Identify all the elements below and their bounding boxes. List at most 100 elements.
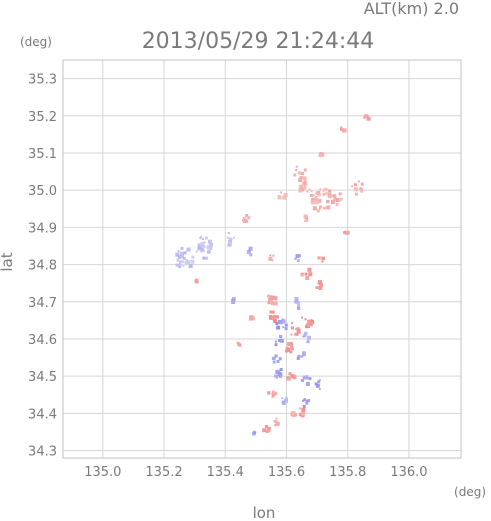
echo-cell: [306, 400, 309, 403]
echo-cell: [276, 325, 281, 330]
echo-cell: [195, 250, 198, 253]
echo-cell: [209, 242, 213, 247]
echo-cell: [271, 396, 274, 398]
echo-cell: [300, 411, 305, 416]
echo-cell: [315, 383, 320, 388]
echo-patch-37: [286, 372, 297, 381]
echo-cell: [314, 198, 318, 202]
echo-patch-0: [363, 114, 371, 121]
echo-cell: [200, 249, 203, 253]
echo-cell: [290, 333, 293, 336]
echo-cell: [290, 374, 295, 379]
echo-cell: [298, 178, 301, 181]
echo-cell: [276, 360, 280, 363]
echo-cell: [285, 347, 290, 352]
x-tick-label: 135.2: [145, 465, 182, 480]
echo-patch-47: [252, 430, 257, 436]
echo-cell: [330, 200, 335, 205]
echo-cell: [183, 257, 186, 259]
echo-cell: [295, 165, 298, 168]
echo-cell: [301, 172, 305, 175]
echo-patch-42: [302, 398, 311, 408]
echo-cell: [354, 192, 358, 196]
echo-cell: [302, 335, 305, 338]
echo-cell: [303, 398, 307, 402]
echo-cell: [318, 207, 321, 210]
echo-cell: [309, 323, 313, 327]
echo-cell: [247, 216, 251, 220]
echo-patch-27: [290, 322, 301, 336]
echo-cell: [297, 171, 301, 175]
echo-cell: [274, 340, 277, 343]
echo-cell: [270, 298, 273, 301]
echo-patch-38: [300, 375, 312, 386]
echo-cell: [294, 257, 296, 260]
echo-cell: [305, 401, 309, 405]
x-tick-label: 136.0: [390, 465, 427, 480]
echo-patch-36: [274, 368, 283, 379]
echo-cell: [338, 192, 342, 196]
echo-cell: [303, 168, 307, 172]
echo-patch-44: [290, 411, 297, 417]
y-tick-label: 34.4: [28, 407, 57, 422]
echo-cell: [301, 408, 306, 412]
echo-cell: [296, 258, 300, 262]
echo-cell: [195, 278, 198, 281]
echo-patch-31: [285, 341, 294, 354]
echo-cell: [271, 259, 274, 262]
grid-lines: [63, 60, 461, 458]
echo-cell: [275, 376, 278, 379]
echo-patches: [175, 114, 371, 436]
echo-cell: [346, 230, 349, 233]
echo-cell: [177, 254, 182, 259]
echo-patch-32: [296, 351, 306, 360]
echo-cell: [292, 375, 297, 380]
echo-cell: [285, 346, 289, 350]
echo-cell: [274, 354, 278, 358]
echo-cell: [228, 237, 232, 241]
echo-patch-9: [242, 214, 251, 223]
echo-cell: [188, 264, 193, 269]
echo-cell: [250, 317, 254, 321]
echo-cell: [176, 258, 180, 262]
echo-cell: [230, 238, 233, 241]
x-axis-title: lon: [253, 504, 276, 521]
echo-cell: [177, 250, 180, 253]
x-unit-label: (deg): [454, 485, 486, 499]
echo-cell: [314, 196, 318, 199]
echo-cell: [309, 321, 314, 326]
echo-cell: [326, 200, 330, 204]
echo-cell: [294, 413, 297, 417]
echo-cell: [274, 374, 278, 378]
echo-cell: [295, 254, 300, 258]
echo-cell: [271, 310, 275, 314]
echo-cell: [319, 205, 323, 209]
echo-cell: [278, 319, 282, 324]
echo-cell: [278, 357, 282, 361]
y-unit-label: (deg): [20, 35, 52, 49]
echo-cell: [281, 318, 284, 321]
echo-cell: [326, 205, 330, 209]
echo-cell: [327, 192, 332, 197]
echo-cell: [197, 243, 202, 248]
plot-frame: [62, 59, 462, 459]
echo-patch-12: [175, 247, 195, 269]
echo-patch-10: [303, 214, 309, 222]
echo-cell: [268, 257, 272, 261]
echo-patch-23: [266, 294, 278, 306]
echo-cell: [270, 295, 275, 300]
echo-patch-24: [294, 296, 301, 310]
echo-cell: [315, 192, 318, 195]
echo-cell: [343, 231, 347, 234]
echo-cell: [268, 315, 272, 319]
echo-cell: [319, 199, 322, 202]
echo-cell: [267, 391, 271, 395]
echo-cell: [269, 254, 272, 257]
echo-cell: [323, 207, 326, 210]
echo-cell: [279, 338, 284, 343]
echo-cell: [308, 272, 313, 277]
echo-cell: [305, 183, 308, 186]
echo-cell: [301, 316, 303, 319]
echo-cell: [203, 245, 206, 248]
echo-cell: [307, 267, 312, 272]
